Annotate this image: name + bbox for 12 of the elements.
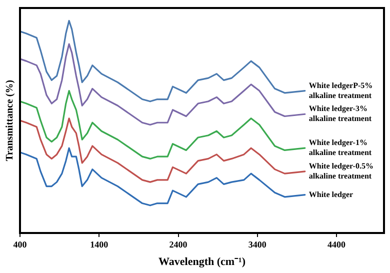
x-tick-label: 1400 (90, 240, 109, 250)
x-tick-label: 3400 (248, 240, 267, 250)
series-label: White ledger (308, 190, 354, 199)
x-axis-title: Wavelength (cm⁻¹) (158, 256, 246, 268)
series-label: White ledger-0.5% alkaline treatment (308, 162, 374, 181)
x-tick-label: 400 (13, 240, 28, 250)
x-tick-label: 2400 (169, 240, 188, 250)
x-tick-label: 4400 (328, 240, 346, 250)
series-label: White ledger-1% alkaline treatment (308, 138, 372, 158)
series-label: White ledger-3% alkaline treatment (308, 104, 372, 124)
y-axis-title: Transmittance (%) (4, 80, 16, 162)
series-label: White ledgerP-5% alkaline treatment (308, 80, 373, 100)
